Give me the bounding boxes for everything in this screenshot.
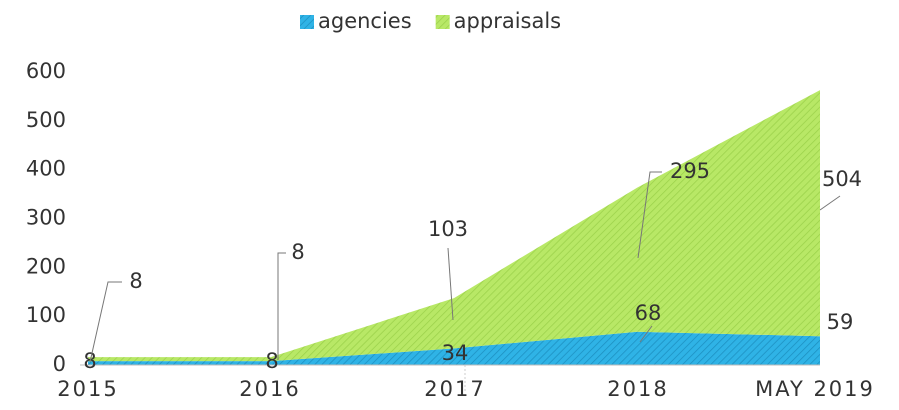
leader-line <box>89 281 122 363</box>
y-tick-label: 100 <box>26 303 66 327</box>
data-label: 68 <box>635 301 662 325</box>
y-tick-label: 600 <box>26 59 66 83</box>
data-label: 59 <box>827 310 854 334</box>
legend-label: agencies <box>318 9 412 33</box>
data-label: 295 <box>670 159 710 183</box>
legend-swatch <box>435 15 450 29</box>
legend-swatch <box>300 15 314 29</box>
x-tick-label: 2017 <box>424 377 485 401</box>
area <box>88 90 820 362</box>
x-tick-label: 2018 <box>607 377 668 401</box>
leader-line <box>819 195 841 211</box>
data-label: 504 <box>822 167 862 191</box>
leader-line <box>277 252 286 360</box>
data-label: 8 <box>129 269 142 293</box>
y-tick-label: 500 <box>26 108 66 132</box>
legend-label: appraisals <box>454 9 561 33</box>
leader-line <box>639 325 653 343</box>
data-label: 34 <box>442 341 469 365</box>
data-label: 8 <box>265 349 278 373</box>
leader-line <box>637 171 662 259</box>
x-tick-label: MAY 2019 <box>755 377 875 401</box>
data-label: 8 <box>291 240 304 264</box>
y-tick-label: 400 <box>26 157 66 181</box>
data-label: 103 <box>428 217 468 241</box>
y-tick-label: 200 <box>26 254 66 278</box>
y-tick-label: 300 <box>26 206 66 230</box>
y-tick-label: 0 <box>53 352 66 376</box>
x-tick-label: 2015 <box>57 377 118 401</box>
leader-line <box>447 247 454 321</box>
x-tick-label: 2016 <box>239 377 300 401</box>
